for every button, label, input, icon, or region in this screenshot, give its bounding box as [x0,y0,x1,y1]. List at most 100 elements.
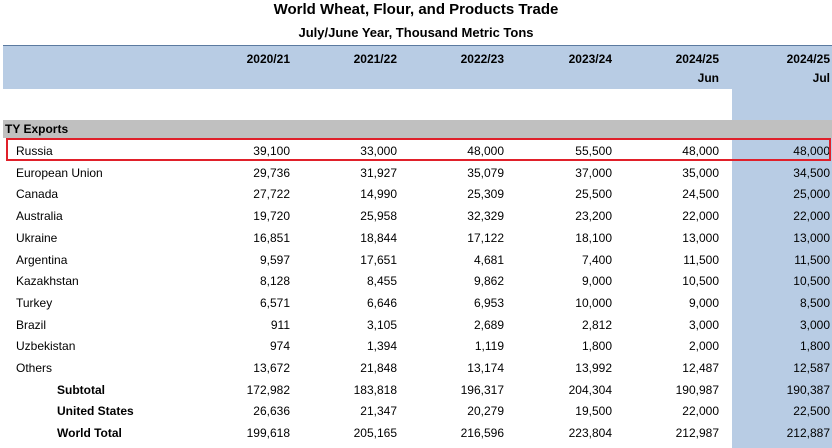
table-cell: 190,387 [786,382,830,397]
row-label: Canada [16,187,59,202]
table-cell: 14,990 [360,187,397,202]
table-cell: 22,500 [793,404,830,419]
table-cell: 199,618 [246,426,290,441]
table-cell: 2,000 [688,339,719,354]
table-row: Brazil 911 3,105 2,689 2,812 3,000 3,000 [0,315,832,337]
table-cell: 13,000 [793,230,830,245]
table-cell: 6,571 [259,295,290,310]
table-cell: 223,804 [568,426,612,441]
section-label: TY Exports [5,122,69,136]
table-cell: 8,128 [259,274,290,289]
table-cell: 19,720 [253,209,290,224]
table-cell: 9,862 [473,274,504,289]
table-cell: 20,279 [467,404,504,419]
table-cell: 10,500 [793,274,830,289]
row-label: Others [16,361,53,375]
table-cell: 13,174 [467,361,504,375]
table-cell: 22,000 [682,209,719,224]
table-cell: 48,000 [793,144,830,158]
table-cell: 196,317 [460,382,504,397]
table-cell: 1,119 [474,339,504,354]
table-cell: 18,844 [360,230,397,245]
table-row: Russia 39,100 33,000 48,000 55,500 48,000 48,0… [0,141,832,163]
table-cell: 24,500 [682,187,719,202]
row-label: Kazakhstan [16,274,79,289]
table-cell: 13,000 [682,230,719,245]
table-cell: 10,500 [682,274,719,289]
table-cell: 9,000 [581,274,612,289]
table-row: European Union 29,736 31,927 35,079 37,000 35… [0,163,832,185]
column-header-month: Jul [812,71,830,85]
table-cell: 3,000 [799,317,830,332]
table-cell: 8,500 [799,295,830,310]
table-cell: 13,992 [575,361,612,375]
table-cell: 172,982 [246,382,290,397]
column-header-month: Jun [697,71,719,85]
table-cell: 16,851 [253,230,290,245]
table-cell: 25,958 [360,209,397,224]
table-cell: 1,800 [799,339,830,354]
table-cell: 22,000 [793,209,830,224]
column-header-year: 2022/23 [460,52,504,66]
header-band [3,45,832,89]
table-cell: 9,597 [259,252,290,267]
table-row: United States 26,636 21,347 20,279 19,500 22,… [0,401,832,423]
table-cell: 29,736 [253,165,290,180]
table-row: Argentina 9,597 17,651 4,681 7,400 11,500 11,5… [0,250,832,272]
column-header-year: 2024/25 [675,52,719,66]
table-cell: 35,079 [467,165,504,180]
table-cell: 183,818 [353,382,397,397]
row-label: Argentina [16,252,68,267]
table-cell: 1,394 [366,339,397,354]
table-cell: 3,000 [688,317,719,332]
row-label: Ukraine [16,230,58,245]
table-title: World Wheat, Flour, and Products Trade [273,1,559,18]
table-row: Uzbekistan 974 1,394 1,119 1,800 2,000 1,800 [0,336,832,358]
table-cell: 216,596 [460,426,504,441]
table-cell: 3,105 [366,317,397,332]
table-cell: 48,000 [467,144,504,158]
table-cell: 10,000 [575,295,612,310]
table-row: World Total 199,618 205,165 216,596 223,804 2… [0,423,832,445]
table-cell: 48,000 [682,144,719,158]
table-cell: 32,329 [467,209,504,224]
row-label: World Total [57,426,122,441]
row-label: Turkey [16,295,53,310]
table-row: Canada 27,722 14,990 25,309 25,500 24,500 25,0… [0,184,832,206]
table-cell: 6,953 [473,295,504,310]
table-cell: 9,000 [688,295,719,310]
russia-highlight-box [6,138,831,161]
table-cell: 190,987 [675,382,719,397]
jul-column-shading [732,89,832,448]
row-label: Subtotal [57,382,105,397]
table-cell: 12,487 [682,361,719,375]
table-cell: 911 [270,317,290,332]
table-row: Ukraine 16,851 18,844 17,122 18,100 13,000 13,… [0,228,832,250]
table-cell: 17,122 [467,230,504,245]
row-label: Uzbekistan [16,339,76,354]
table-cell: 19,500 [575,404,612,419]
column-header-year: 2023/24 [568,52,612,66]
column-header-year: 2024/25 [786,52,830,66]
table-cell: 33,000 [360,144,397,158]
table-cell: 6,646 [366,295,397,310]
table-cell: 8,455 [366,274,397,289]
table-cell: 23,200 [575,209,612,224]
table-cell: 7,400 [581,252,612,267]
table-cell: 12,587 [793,361,830,375]
table-cell: 204,304 [568,382,612,397]
table-cell: 31,927 [360,165,397,180]
table-cell: 55,500 [575,144,612,158]
table-cell: 13,672 [253,361,290,375]
table-cell: 17,651 [360,252,397,267]
table-cell: 21,347 [360,404,397,419]
table-row: Others 13,672 21,848 13,174 13,992 12,487 12,5… [0,358,832,380]
table-cell: 26,636 [253,404,290,419]
table-cell: 974 [269,339,290,354]
table-cell: 1,800 [581,339,612,354]
table-cell: 2,812 [581,317,612,332]
table-cell: 25,000 [793,187,830,202]
table-cell: 205,165 [353,426,397,441]
row-label: Russia [16,144,53,158]
table-cell: 11,500 [794,252,830,267]
